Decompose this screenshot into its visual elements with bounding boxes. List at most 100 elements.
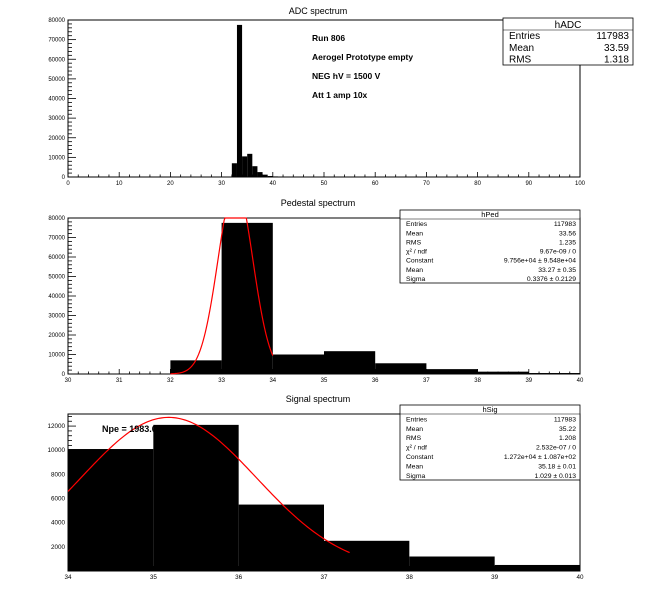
annotation-text: Att 1 amp 10x	[312, 90, 368, 100]
stats-value: 117983	[554, 221, 576, 228]
histogram-bars	[170, 222, 580, 374]
y-tick-label: 50000	[48, 77, 65, 83]
histogram-bin	[236, 24, 243, 177]
y-tick-label: 12000	[47, 423, 65, 430]
histogram-bin	[272, 354, 324, 374]
histogram-bin	[262, 174, 268, 177]
y-tick-label: 30000	[48, 116, 65, 122]
histogram-bin	[247, 153, 253, 177]
stats-value: 33.56	[559, 230, 576, 237]
histogram-bars	[231, 24, 289, 177]
stats-label: Mean	[406, 230, 423, 237]
stats-box: hPed Entries 117983 Mean 33.56 RMS 1.235 χ² / n…	[399, 209, 581, 284]
x-tick-label: 10	[116, 181, 123, 187]
stats-value: 9.67e-09 / 0	[540, 249, 576, 256]
y-tick-label: 80000	[48, 18, 65, 24]
histogram-title: Pedestal spectrum	[281, 198, 356, 208]
histogram-bin	[242, 156, 248, 177]
x-tick-label: 80	[474, 181, 481, 187]
x-tick-label: 90	[525, 181, 532, 187]
stats-label: Entries	[509, 31, 540, 42]
y-tick-label: 8000	[51, 471, 66, 478]
y-tick-label: 20000	[48, 136, 65, 142]
stats-label: Sigma	[406, 276, 425, 283]
gaussian-fit-curve	[67, 416, 350, 554]
histogram-bin	[252, 166, 258, 177]
x-tick-label: 39	[491, 574, 499, 581]
histogram-bin	[68, 449, 154, 571]
y-tick-label: 40000	[48, 97, 65, 103]
x-tick-label: 40	[577, 378, 584, 384]
histogram-bin	[267, 176, 273, 177]
stats-label: χ² / ndf	[406, 249, 427, 256]
histogram-bin	[221, 222, 273, 374]
x-tick-label: 34	[64, 574, 72, 581]
y-tick-label: 20000	[48, 333, 65, 339]
gaussian-fit-curve	[170, 217, 274, 375]
histogram-bin	[375, 363, 427, 374]
y-tick-label: 60000	[48, 255, 65, 261]
histogram-bin	[324, 351, 376, 374]
histogram-bin	[272, 176, 278, 177]
stats-box-frame	[502, 17, 634, 66]
stats-value: 117983	[554, 416, 576, 423]
y-tick-label: 50000	[48, 275, 65, 281]
x-tick-label: 36	[235, 574, 243, 581]
x-tick-label: 100	[575, 181, 586, 187]
x-tick-label: 40	[576, 574, 584, 581]
y-tick-label: 0	[62, 175, 66, 181]
histogram-bin	[231, 163, 237, 177]
y-tick-label: 40000	[48, 294, 65, 300]
x-tick-label: 50	[321, 181, 328, 187]
y-tick-label: 6000	[51, 496, 66, 503]
stats-value: 1.029 ± 0.013	[534, 473, 576, 480]
histogram-bin	[477, 371, 529, 374]
x-tick-label: 32	[167, 378, 174, 384]
stats-label: χ² / ndf	[406, 445, 427, 452]
stats-box: hADC Entries 117983 Mean 33.59 RMS 1.318	[502, 17, 634, 66]
stats-box-frame	[399, 404, 581, 481]
y-tick-label: 10000	[48, 155, 65, 161]
x-tick-label: 60	[372, 181, 379, 187]
stats-label: RMS	[406, 435, 422, 442]
x-tick-label: 35	[150, 574, 158, 581]
stats-value: 9.756e+04 ± 9.548e+04	[504, 258, 576, 265]
x-tick-label: 0	[66, 181, 70, 187]
histogram-bin	[257, 172, 263, 177]
histogram-bin	[409, 556, 495, 571]
x-tick-label: 37	[320, 574, 328, 581]
histogram-bin	[494, 564, 580, 571]
stats-label: Entries	[406, 221, 428, 228]
histogram-panel-3: Signal spectrum 34 35 36 37 38 39 40 2000 4000 600…	[47, 394, 584, 581]
x-tick-label: 35	[321, 378, 328, 384]
x-tick-label: 38	[406, 574, 414, 581]
stats-label: Mean	[406, 463, 423, 470]
stats-value: 2.532e-07 / 0	[536, 445, 576, 452]
stats-box-frame	[399, 209, 581, 284]
y-tick-label: 0	[62, 372, 66, 378]
stats-value: 1.235	[559, 239, 576, 246]
y-tick-label: 2000	[51, 544, 66, 551]
x-tick-label: 38	[474, 378, 481, 384]
annotation-text: Run 806	[312, 33, 345, 43]
stats-label: Sigma	[406, 473, 425, 480]
stats-label: Mean	[509, 43, 534, 54]
x-tick-label: 39	[525, 378, 532, 384]
x-tick-label: 34	[269, 378, 276, 384]
stats-value: 35.22	[559, 426, 576, 433]
x-tick-label: 36	[372, 378, 379, 384]
stats-value: 1.272e+04 ± 1.087e+02	[504, 454, 576, 461]
y-tick-label: 80000	[48, 216, 65, 222]
x-tick-label: 40	[269, 181, 276, 187]
x-tick-label: 20	[167, 181, 174, 187]
y-tick-label: 4000	[51, 520, 66, 527]
stats-value: 1.208	[559, 435, 576, 442]
x-tick-label: 37	[423, 378, 430, 384]
y-tick-label: 30000	[48, 314, 65, 320]
histogram-title: Signal spectrum	[286, 394, 351, 404]
histogram-bin	[528, 373, 580, 374]
histogram-bars	[68, 424, 580, 571]
stats-label: Mean	[406, 426, 423, 433]
